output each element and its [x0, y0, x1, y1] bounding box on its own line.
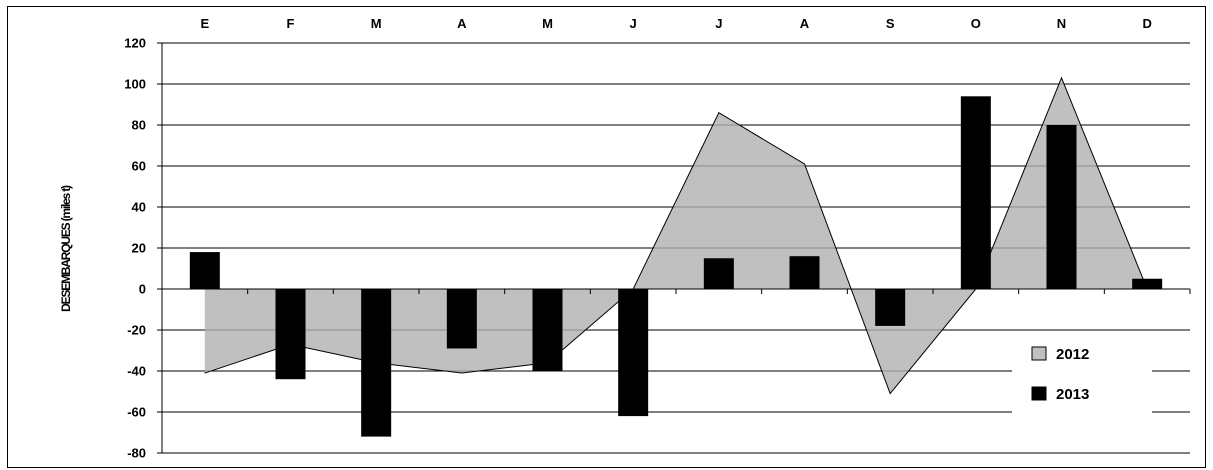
- y-tick-label: -80: [127, 446, 146, 461]
- bar-2013-D: [1132, 278, 1163, 289]
- point-2012-E: [204, 372, 206, 374]
- category-label-2: M: [371, 16, 382, 31]
- y-tick-label: 80: [132, 118, 146, 133]
- y-tick-label: 100: [124, 77, 146, 92]
- bar-2013-O: [960, 96, 991, 289]
- y-tick-label: 0: [139, 282, 146, 297]
- bar-2013-A: [446, 289, 477, 349]
- series-2013-bars: [189, 96, 1163, 437]
- bar-2013-S: [875, 289, 906, 326]
- bar-2013-M: [532, 289, 563, 371]
- category-label-4: M: [542, 16, 553, 31]
- point-2012-N: [1061, 77, 1062, 79]
- category-label-3: A: [457, 16, 467, 31]
- category-label-9: O: [971, 16, 981, 31]
- y-tick-label: -20: [127, 323, 146, 338]
- legend: 2012 2013: [1012, 332, 1152, 422]
- bar-2013-N: [1046, 125, 1077, 289]
- bar-2013-A: [789, 256, 820, 289]
- y-tick-label: -40: [127, 364, 146, 379]
- legend-swatch-2012: [1031, 346, 1047, 361]
- category-label-0: E: [200, 16, 209, 31]
- category-label-8: S: [886, 16, 895, 31]
- y-tick-label: 20: [132, 241, 146, 256]
- category-label-10: N: [1057, 16, 1066, 31]
- category-label-11: D: [1142, 16, 1151, 31]
- y-tick-label: -60: [127, 405, 146, 420]
- legend-swatch-2013: [1031, 386, 1047, 401]
- category-label-1: F: [287, 16, 295, 31]
- y-tick-label: 40: [132, 200, 146, 215]
- bar-2013-F: [275, 289, 306, 380]
- category-label-5: J: [630, 16, 637, 31]
- bar-2013-E: [189, 252, 220, 289]
- area-fill-2012: [204, 77, 1148, 394]
- y-axis-label: DESEMBARQUES (miles t): [59, 185, 73, 312]
- point-2012-J: [718, 112, 720, 114]
- point-2012-A: [804, 163, 805, 165]
- category-label-6: J: [715, 16, 722, 31]
- point-2012-A: [461, 372, 463, 374]
- y-tick-label: 60: [132, 159, 146, 174]
- point-2012-S: [889, 393, 891, 395]
- y-tick-label: 120: [124, 36, 146, 51]
- bar-2013-J: [618, 289, 649, 417]
- legend-label-2012: 2012: [1056, 346, 1089, 363]
- bar-2013-M: [361, 289, 392, 437]
- legend-label-2013: 2013: [1056, 386, 1089, 403]
- y-tick-labels: -80 -60 -40 -20 0 20 40 60 80 100 120: [124, 36, 162, 461]
- bar-2013-J: [703, 258, 734, 289]
- category-label-7: A: [800, 16, 810, 31]
